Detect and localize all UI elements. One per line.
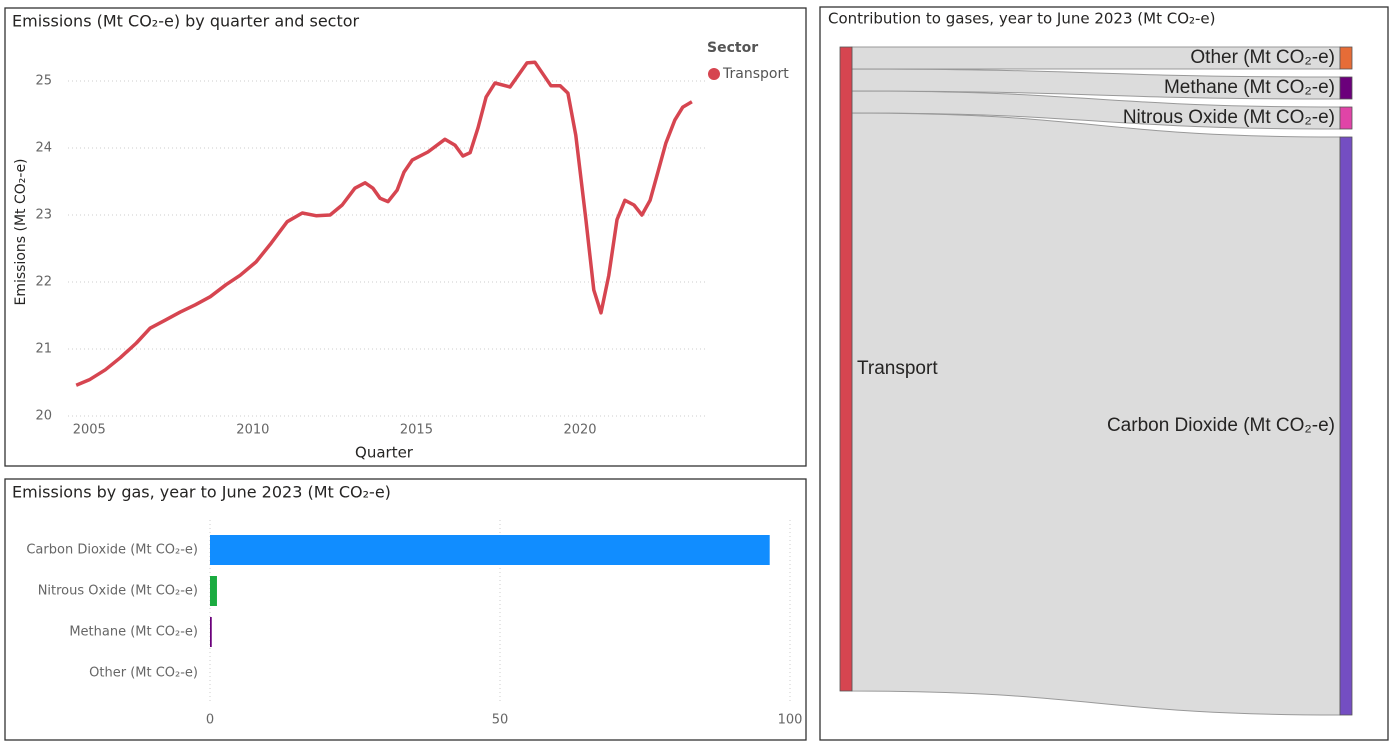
legend-title: Sector (707, 40, 758, 56)
sankey-source-label: Transport (857, 358, 938, 379)
y-axis-label: Emissions (Mt CO₂-e) (13, 158, 29, 305)
x-tick-label: 2005 (73, 423, 106, 438)
sankey-target-node (1339, 46, 1353, 70)
line-panel (4, 7, 807, 467)
x-axis-label: Quarter (355, 444, 414, 462)
x-tick-label: 2015 (400, 423, 433, 438)
sankey-target-node (1339, 136, 1353, 716)
sankey-target-label: Methane (Mt CO₂-e) (1164, 77, 1335, 98)
y-tick-label: Methane (Mt CO₂-e) (69, 625, 198, 640)
sankey-target-label: Carbon Dioxide (Mt CO₂-e) (1107, 415, 1335, 436)
y-tick-label: Other (Mt CO₂-e) (89, 666, 198, 681)
sankey-source-node (839, 46, 853, 692)
y-tick-label: 24 (35, 141, 52, 156)
x-tick-label: 2010 (236, 423, 269, 438)
bar (210, 576, 217, 606)
bar (210, 617, 212, 647)
x-tick-label: 100 (778, 713, 803, 728)
sankey-target-node (1339, 106, 1353, 130)
legend-marker (708, 68, 720, 80)
line (75, 60, 693, 387)
y-tick-label: 23 (35, 208, 52, 223)
chart-title: Emissions (Mt CO₂-e) by quarter and sect… (12, 12, 360, 31)
y-tick-label: Carbon Dioxide (Mt CO₂-e) (26, 543, 198, 558)
chart-title: Emissions by gas, year to June 2023 (Mt … (12, 483, 391, 502)
y-tick-label: 21 (35, 342, 52, 357)
sankey-target-label: Other (Mt CO₂-e) (1190, 47, 1335, 68)
y-tick-label: 22 (35, 275, 52, 290)
y-tick-label: Nitrous Oxide (Mt CO₂-e) (38, 584, 198, 599)
x-tick-label: 0 (206, 713, 214, 728)
legend-label: Transport (722, 66, 789, 82)
x-tick-label: 50 (492, 713, 509, 728)
y-tick-label: 20 (35, 409, 52, 424)
x-tick-label: 2020 (563, 423, 596, 438)
sankey-target-label: Nitrous Oxide (Mt CO₂-e) (1123, 107, 1335, 128)
y-tick-label: 25 (35, 74, 52, 89)
bar-panel (4, 478, 807, 741)
sankey-target-node (1339, 76, 1353, 100)
sankey-link (851, 112, 1341, 716)
bar (210, 535, 770, 565)
chart-title: Contribution to gases, year to June 2023… (828, 10, 1216, 28)
